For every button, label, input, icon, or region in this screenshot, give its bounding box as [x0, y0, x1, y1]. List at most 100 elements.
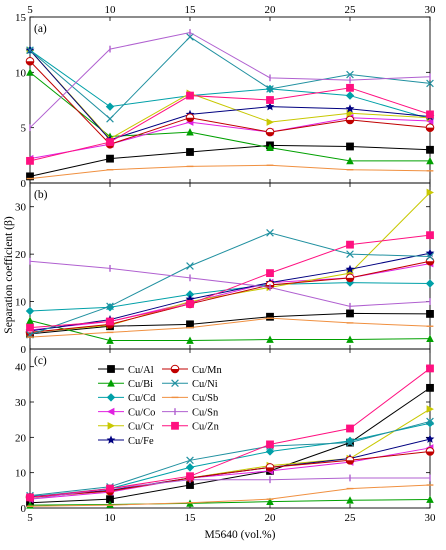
data-point	[26, 68, 34, 76]
data-point	[346, 142, 354, 151]
data-point	[106, 114, 114, 123]
data-point	[106, 302, 114, 311]
legend-label: Cu/Fe	[128, 436, 154, 447]
data-point	[345, 115, 355, 125]
series-line	[29, 31, 431, 129]
legend-item-cu-zn: Cu/Zn	[162, 422, 220, 433]
y-tick-label: 15	[15, 12, 27, 24]
data-point	[426, 156, 434, 165]
legend-label: Cu/Cr	[128, 422, 154, 433]
legend-marker	[171, 421, 179, 430]
data-point	[346, 335, 354, 343]
data-point	[266, 440, 274, 449]
data-point	[426, 364, 434, 373]
series-cu-cr	[26, 46, 434, 143]
series-cu-zn	[26, 83, 434, 165]
data-point	[25, 306, 35, 316]
legend-item-cu-cd: Cu/Cd	[98, 393, 156, 404]
y-tick-label: 10	[15, 468, 27, 480]
panel-1: 0 5 10 15 (a)	[15, 12, 435, 190]
x-tick-label-bottom: 5	[27, 512, 33, 524]
data-point	[106, 317, 114, 326]
legend-item-cu-co: Cu/Co	[98, 407, 155, 418]
panel-label: (a)	[34, 23, 47, 35]
series-cu-bi	[26, 495, 434, 509]
data-point	[186, 336, 194, 344]
data-point	[426, 417, 434, 426]
legend-marker	[107, 407, 115, 416]
legend-item-cu-fe: Cu/Fe	[98, 435, 154, 447]
legend-marker	[107, 422, 115, 430]
data-point	[186, 262, 194, 270]
series-line	[29, 49, 431, 141]
series-line	[29, 484, 431, 507]
series-cu-zn	[26, 364, 434, 502]
series-line	[29, 260, 431, 307]
x-tick-label-top: 30	[425, 4, 437, 16]
data-point	[345, 456, 355, 465]
series-cu-sn	[29, 29, 431, 132]
series-line	[29, 320, 431, 341]
data-point	[106, 154, 114, 163]
data-point	[105, 102, 115, 111]
data-point	[426, 334, 434, 342]
series-line	[29, 192, 431, 333]
chart-legend: Cu/Al Cu/Mn Cu/Bi Cu/Ni Cu/Cd Cu/Sb Cu/Co Cu/Sn…	[98, 364, 223, 447]
series-cu-sn	[29, 257, 431, 310]
x-tick-label-top: 15	[185, 4, 197, 16]
data-point	[26, 323, 34, 332]
legend-marker	[170, 364, 180, 374]
data-point	[426, 79, 434, 88]
legend-label: Cu/Al	[128, 365, 154, 376]
legend-item-cu-sb: Cu/Sb	[162, 393, 218, 404]
data-point	[345, 104, 355, 113]
data-point	[425, 256, 435, 266]
legend-label: Cu/Bi	[128, 379, 153, 390]
panel-2: 0 10 20 30 (b)	[15, 182, 435, 356]
series-line	[29, 317, 431, 338]
data-point	[185, 113, 195, 123]
series-cu-fe	[25, 45, 435, 144]
x-tick-label-top: 20	[265, 4, 277, 16]
data-point	[265, 447, 275, 456]
y-tick-label: 0	[21, 503, 27, 515]
data-point	[426, 231, 434, 240]
legend-label: Cu/Ni	[192, 379, 218, 390]
y-tick-label: 5	[21, 123, 27, 135]
series-line	[29, 447, 431, 500]
series-line	[29, 49, 431, 140]
data-point	[185, 463, 195, 472]
data-point	[186, 472, 194, 481]
data-point	[186, 128, 194, 136]
series-line	[29, 36, 431, 120]
legend-item-cu-ni: Cu/Ni	[162, 379, 218, 390]
x-tick-label-bottom: 30	[425, 512, 437, 524]
data-point	[186, 456, 194, 465]
series-line	[29, 368, 431, 498]
data-point	[346, 438, 354, 447]
series-line	[29, 144, 431, 177]
y-tick-label: 20	[15, 432, 27, 444]
series-line	[29, 87, 431, 162]
x-tick-label-top: 10	[105, 4, 117, 16]
data-point	[185, 290, 195, 299]
series-cu-bi	[26, 68, 434, 165]
series-line	[29, 282, 431, 312]
panel-label: (b)	[34, 189, 48, 201]
x-axis-label: M5640 (vol.%)	[205, 529, 276, 541]
data-point	[426, 405, 434, 413]
data-point	[426, 145, 434, 154]
series-cu-sb	[26, 164, 434, 180]
y-tick-label: 0	[21, 178, 27, 190]
x-tick-label-bottom: 20	[265, 512, 277, 524]
x-tick-label-top: 25	[345, 4, 357, 16]
x-tick-label-bottom: 10	[105, 512, 117, 524]
data-point	[266, 118, 274, 126]
data-point	[346, 70, 354, 79]
x-tick-label-bottom: 15	[185, 512, 197, 524]
legend-marker	[171, 379, 179, 388]
series-line	[29, 49, 431, 120]
data-point	[26, 46, 34, 55]
data-point	[345, 91, 355, 100]
